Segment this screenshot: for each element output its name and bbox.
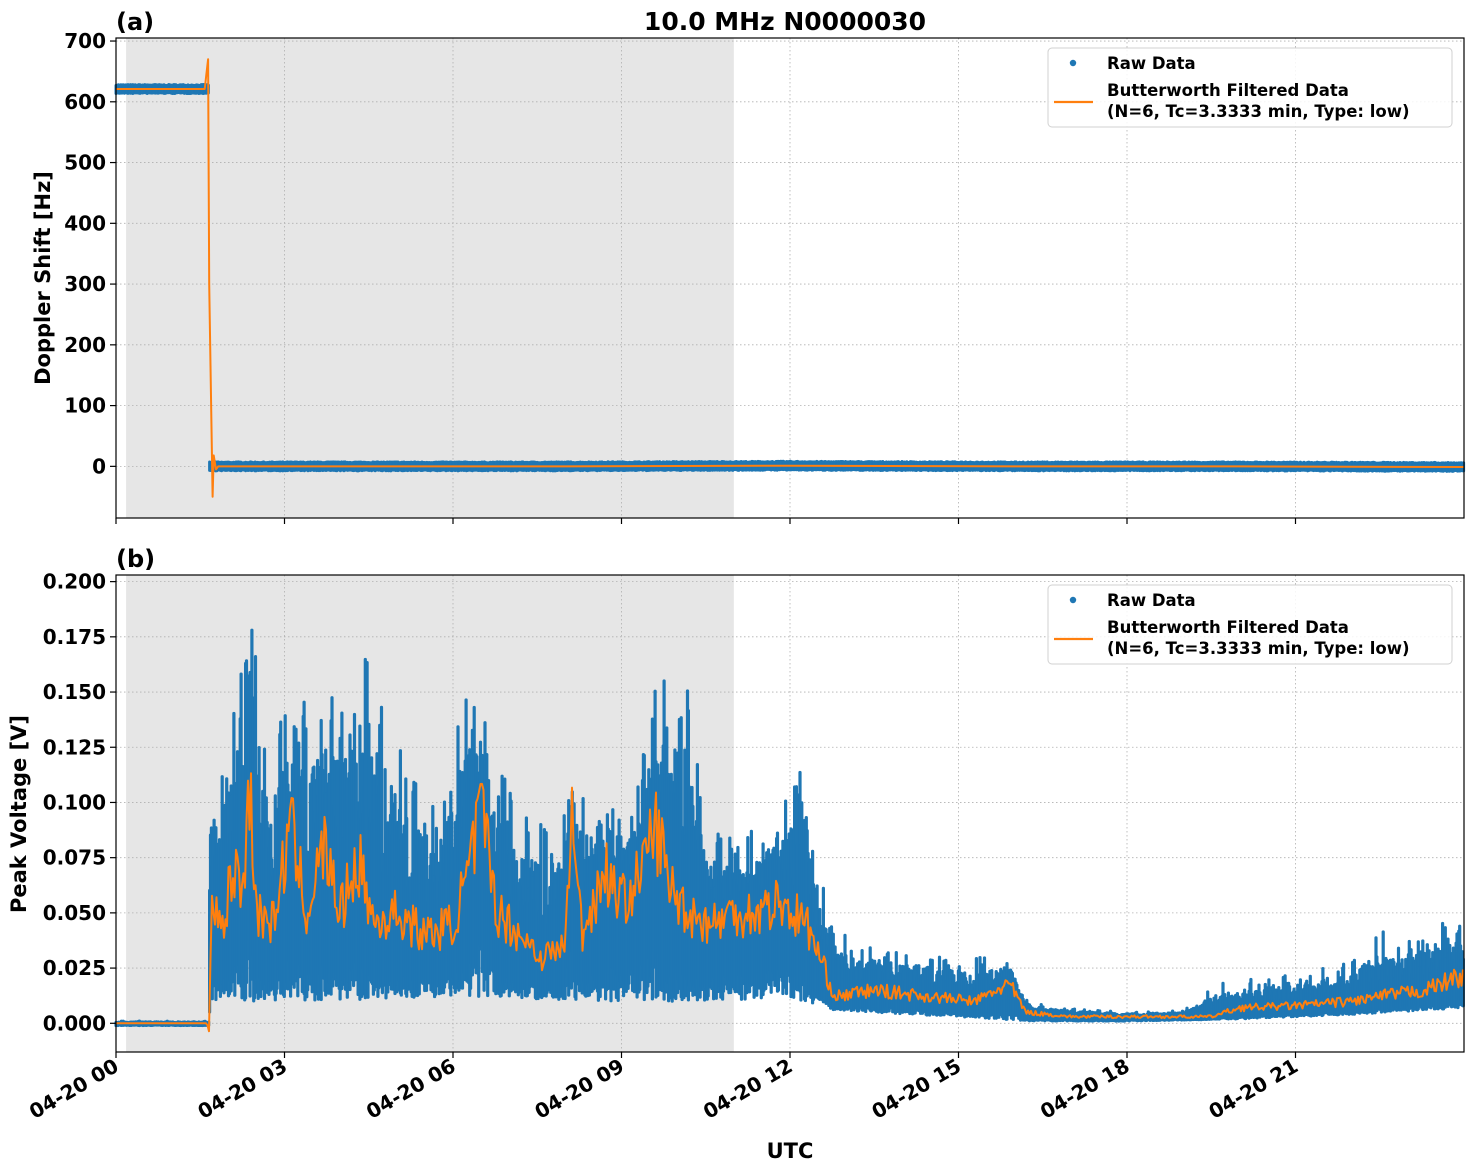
panel-b-ylabel: Peak Voltage [V] — [7, 715, 31, 913]
y-tick-label: 0.100 — [43, 790, 106, 814]
y-tick-label: 500 — [64, 151, 106, 175]
x-tick-label: 04-20 12 — [699, 1054, 797, 1124]
panel-a-grid — [115, 38, 1464, 518]
chart-title: 10.0 MHz N0000030 — [644, 7, 926, 36]
y-tick-label: 0.150 — [43, 680, 106, 704]
panel-a-ylabel: Doppler Shift [Hz] — [31, 171, 55, 385]
y-tick-label: 100 — [64, 394, 106, 418]
y-tick-label: 0.000 — [43, 1011, 106, 1035]
raw-data-marker-icon — [1069, 596, 1077, 604]
legend-box — [1047, 47, 1453, 128]
panel-a-data — [114, 58, 1466, 498]
y-tick-label: 0.025 — [43, 956, 106, 980]
y-tick-label: 0.050 — [43, 901, 106, 925]
panel-b-legend: Raw Data Butterworth Filtered Data (N=6,… — [1047, 584, 1453, 665]
legend-filtered-label: Butterworth Filtered Data — [1107, 618, 1349, 637]
y-tick-label: 0.075 — [43, 846, 106, 870]
panel-a-shaded-region — [126, 38, 734, 518]
legend-filtered-params: (N=6, Tc=3.3333 min, Type: low) — [1107, 102, 1410, 121]
panel-a-label: (a) — [116, 8, 154, 36]
panel-b-label: (b) — [116, 545, 155, 573]
y-tick-label: 700 — [64, 29, 106, 53]
legend-filtered-label: Butterworth Filtered Data — [1107, 81, 1349, 100]
panel-b-axis-ticks: 0.000 0.025 0.050 0.075 0.100 0.125 0.150 0.175… — [43, 570, 1297, 1058]
legend-raw-label: Raw Data — [1107, 591, 1196, 610]
x-tick-label: 04-20 15 — [867, 1054, 965, 1124]
panel-b-peak-voltage: 0.000 0.025 0.050 0.075 0.100 0.125 0.150 0.175… — [7, 545, 1465, 1163]
y-tick-label: 200 — [64, 333, 106, 357]
x-tick-label: 04-20 00 — [25, 1054, 123, 1124]
filtered-series-line — [116, 772, 1464, 1033]
x-tick-label: 04-20 03 — [193, 1054, 291, 1124]
y-tick-label: 400 — [64, 211, 106, 235]
filtered-series-line — [116, 58, 1465, 498]
x-tick-label: 04-20 21 — [1204, 1054, 1302, 1124]
panel-a-doppler-shift: 0 100 200 300 400 500 600 700 (a) 10.0 MHz N000… — [31, 7, 1466, 524]
panel-a-axis-ticks: 0 100 200 300 400 500 600 700 — [64, 29, 1297, 524]
panel-a-legend: Raw Data Butterworth Filtered Data (N=6,… — [1047, 47, 1453, 128]
x-axis-label: UTC — [767, 1139, 814, 1163]
y-tick-label: 0.175 — [43, 625, 106, 649]
legend-box — [1047, 584, 1453, 665]
y-tick-label: 0 — [92, 454, 106, 478]
y-tick-label: 0.125 — [43, 735, 106, 759]
x-axis-tick-labels: 04-20 00 04-20 03 04-20 06 04-20 09 04-20 12… — [25, 1054, 1302, 1124]
legend-filtered-params: (N=6, Tc=3.3333 min, Type: low) — [1107, 639, 1410, 658]
legend-raw-label: Raw Data — [1107, 54, 1196, 73]
panel-b-data — [114, 628, 1465, 1033]
x-tick-label: 04-20 18 — [1036, 1054, 1134, 1124]
x-tick-label: 04-20 06 — [362, 1054, 460, 1124]
y-tick-label: 600 — [64, 90, 106, 114]
y-tick-label: 300 — [64, 272, 106, 296]
y-tick-label: 0.200 — [43, 570, 106, 594]
x-tick-label: 04-20 09 — [530, 1054, 628, 1124]
raw-data-marker-icon — [1069, 59, 1077, 67]
